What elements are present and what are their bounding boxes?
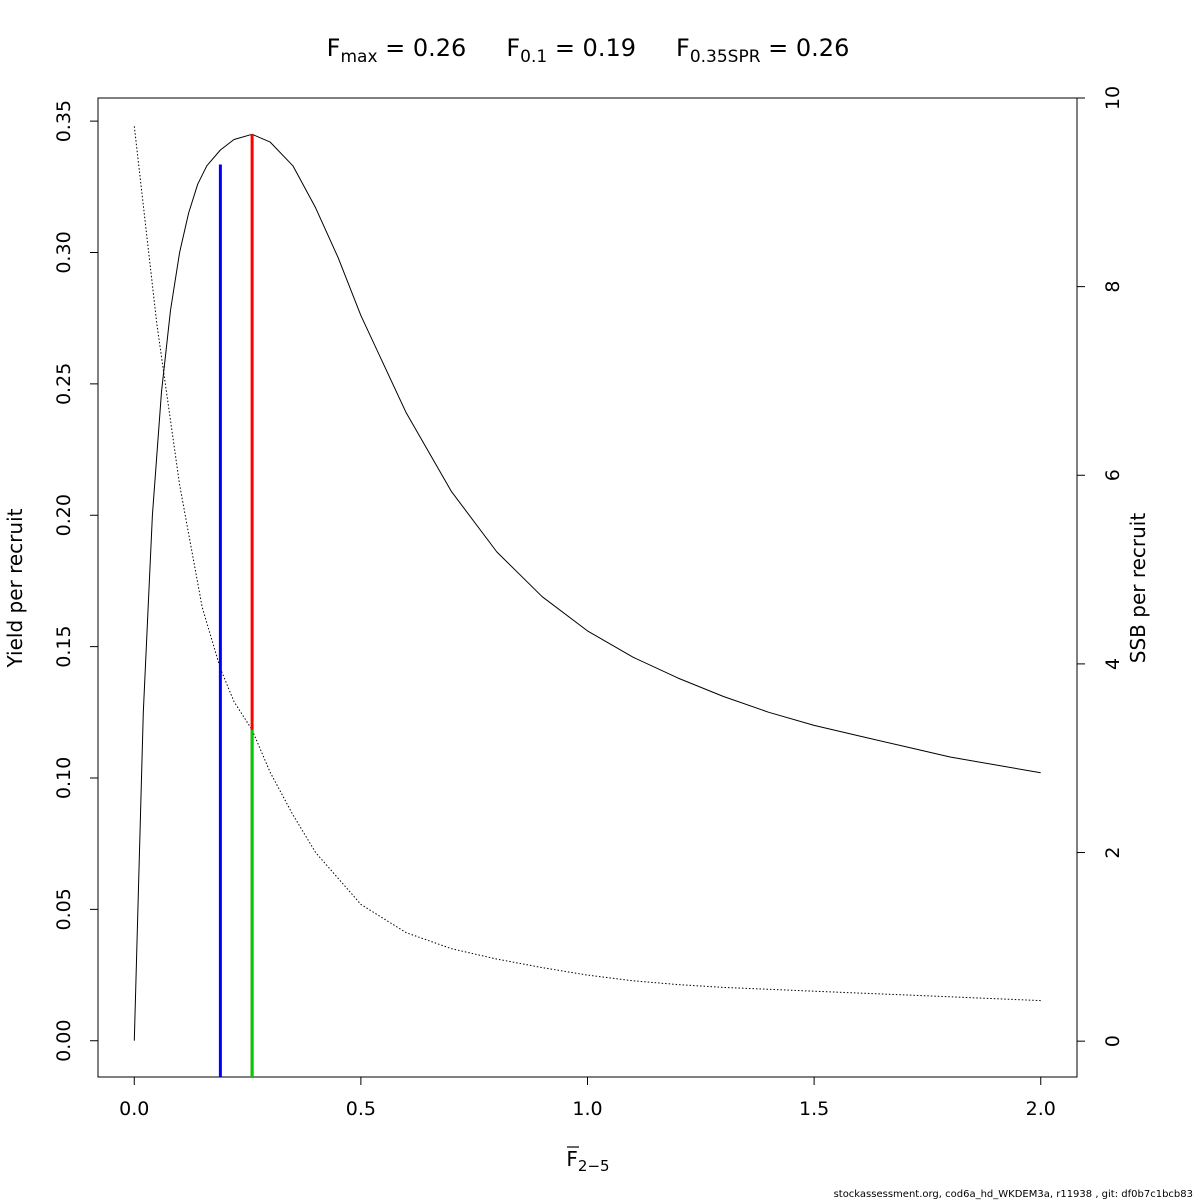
footer-note: stockassessment.org, cod6a_hd_WKDEM3a, r…	[834, 1189, 1193, 1200]
title-fmax-sub: max	[340, 47, 377, 67]
y2-tick-label: 2	[1102, 846, 1124, 858]
series-ssb-per-recruit	[133, 126, 1041, 1002]
series-yield-per-recruit	[133, 133, 1041, 1041]
title-f01-sub: 0.1	[520, 47, 547, 67]
y-axis-right: 0 2 4 6 8 10	[1076, 86, 1124, 1047]
title-fspr-main: F	[676, 34, 690, 62]
y-tick-label: 0.20	[53, 494, 75, 536]
title-f01-value: = 0.19	[547, 34, 636, 62]
y-tick-label: 0.00	[53, 1020, 75, 1062]
y2-tick-label: 10	[1102, 86, 1124, 110]
y-axis-right-title: SSB per recruit	[1126, 513, 1150, 664]
y-tick-label: 0.30	[53, 231, 75, 273]
y-tick-label: 0.10	[53, 757, 75, 799]
y-tick-label: 0.15	[53, 625, 75, 667]
x-axis-title-main: F	[566, 1147, 578, 1171]
title-fspr-sub: 0.35SPR	[690, 47, 761, 67]
plot-frame	[97, 97, 1078, 1078]
chart-title: Fmax = 0.26 F0.1 = 0.19 F0.35SPR = 0.26	[327, 34, 850, 67]
x-tick-label: 1.5	[799, 1098, 829, 1120]
title-f01-main: F	[506, 34, 520, 62]
x-tick-label: 1.0	[572, 1098, 602, 1120]
curves	[133, 126, 1041, 1041]
x-axis-title-sub: 2−5	[578, 1157, 610, 1175]
reference-lines	[218, 134, 254, 1077]
y2-tick-label: 0	[1102, 1035, 1124, 1047]
y-tick-label: 0.05	[53, 888, 75, 930]
y-axis-left-title: Yield per recruit	[3, 508, 27, 668]
title-fspr-value: = 0.26	[761, 34, 850, 62]
x-axis: 0.0 0.5 1.0 1.5 2.0	[119, 1076, 1056, 1120]
y-tick-label: 0.35	[53, 100, 75, 142]
y2-tick-label: 6	[1102, 469, 1124, 481]
y-tick-label: 0.25	[53, 363, 75, 405]
x-axis-title: F2−5	[566, 1147, 609, 1175]
y2-tick-label: 4	[1102, 658, 1124, 670]
x-tick-label: 0.5	[346, 1098, 376, 1120]
title-fmax-main: F	[327, 34, 341, 62]
title-fmax-value: = 0.26	[378, 34, 467, 62]
y-axis-left: 0.00 0.05 0.10 0.15 0.20 0.25 0.30 0.35	[53, 100, 99, 1062]
x-tick-label: 2.0	[1026, 1098, 1056, 1120]
y2-tick-label: 8	[1102, 281, 1124, 293]
x-tick-label: 0.0	[119, 1098, 149, 1120]
